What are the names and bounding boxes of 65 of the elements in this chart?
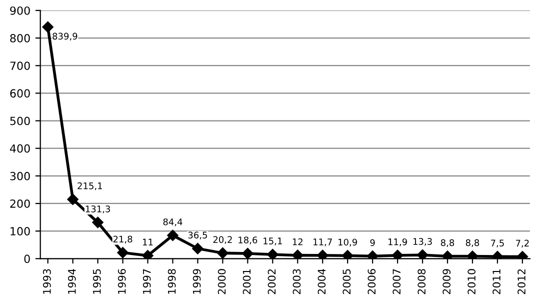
data-label: 11 [143, 238, 153, 246]
data-label: 15,1 [264, 238, 282, 246]
data-label: 839,9 [52, 32, 78, 40]
point [242, 248, 254, 259]
point [267, 248, 278, 259]
data-label: 10,9 [338, 238, 357, 246]
y-tick-label: 800 [10, 34, 30, 42]
y-tick-label: 600 [10, 89, 30, 98]
y-tick-label: 100 [10, 227, 30, 236]
x-tick-label: 2003 [292, 269, 301, 294]
point [416, 249, 428, 259]
x-tick-label: 2004 [318, 268, 326, 294]
data-label: 11,9 [388, 238, 407, 246]
point [167, 230, 178, 241]
y-tick-label: 900 [10, 6, 30, 15]
point [92, 216, 104, 228]
x-tick-label: 2001 [242, 269, 251, 294]
data-label: 7,2 [516, 240, 529, 248]
x-tick-label: 1998 [168, 269, 176, 294]
data-label: 8,8 [440, 239, 454, 248]
data-label: 13,3 [413, 238, 432, 246]
x-tick-label: 2000 [218, 269, 226, 294]
data-label: 7,5 [491, 240, 504, 248]
point [42, 21, 54, 33]
x-tick-label: 2002 [268, 269, 276, 294]
point [292, 250, 304, 259]
y-tick-label: 0 [24, 254, 30, 264]
data-label: 18,6 [238, 236, 258, 244]
x-tick-label: 2007 [392, 269, 401, 294]
x-tick-label: 2010 [468, 269, 476, 294]
data-label: 8,8 [466, 239, 480, 248]
y-tick-label: 200 [10, 199, 30, 208]
point [342, 250, 354, 259]
x-tick-label: 2012 [518, 269, 526, 294]
point [142, 250, 154, 259]
x-tick-label: 1993 [42, 269, 51, 294]
data-label: 21,8 [113, 236, 132, 244]
x-tick-label: 2009 [442, 269, 451, 294]
x-tick-label: 1997 [142, 269, 151, 294]
y-tick-label: 400 [10, 144, 30, 153]
data-label: 20,2 [213, 236, 232, 244]
y-tick-label: 500 [10, 116, 30, 126]
data-label: 36,5 [188, 232, 207, 240]
x-tick-label: 1999 [192, 269, 201, 294]
x-tick-label: 2005 [342, 269, 351, 294]
x-tick-label: 2006 [368, 269, 376, 294]
point [67, 194, 78, 205]
point [192, 242, 204, 254]
x-tick-label: 2011 [492, 269, 500, 294]
x-tick-label: 1995 [92, 269, 101, 294]
data-label: 9 [370, 239, 375, 246]
data-label: 215,1 [78, 182, 102, 190]
point [217, 247, 228, 259]
data-label: 84,4 [163, 218, 182, 226]
data-label: 11,7 [314, 238, 332, 246]
x-tick-label: 1994 [68, 268, 76, 294]
point [317, 250, 328, 259]
data-label: 131,3 [86, 206, 110, 214]
point [117, 247, 128, 258]
y-tick-label: 300 [10, 172, 30, 180]
data-label: 12 [292, 238, 302, 246]
x-tick-label: 2008 [418, 269, 426, 294]
point [392, 250, 404, 259]
x-tick-label: 1996 [118, 269, 126, 294]
y-tick-label: 700 [10, 62, 30, 70]
